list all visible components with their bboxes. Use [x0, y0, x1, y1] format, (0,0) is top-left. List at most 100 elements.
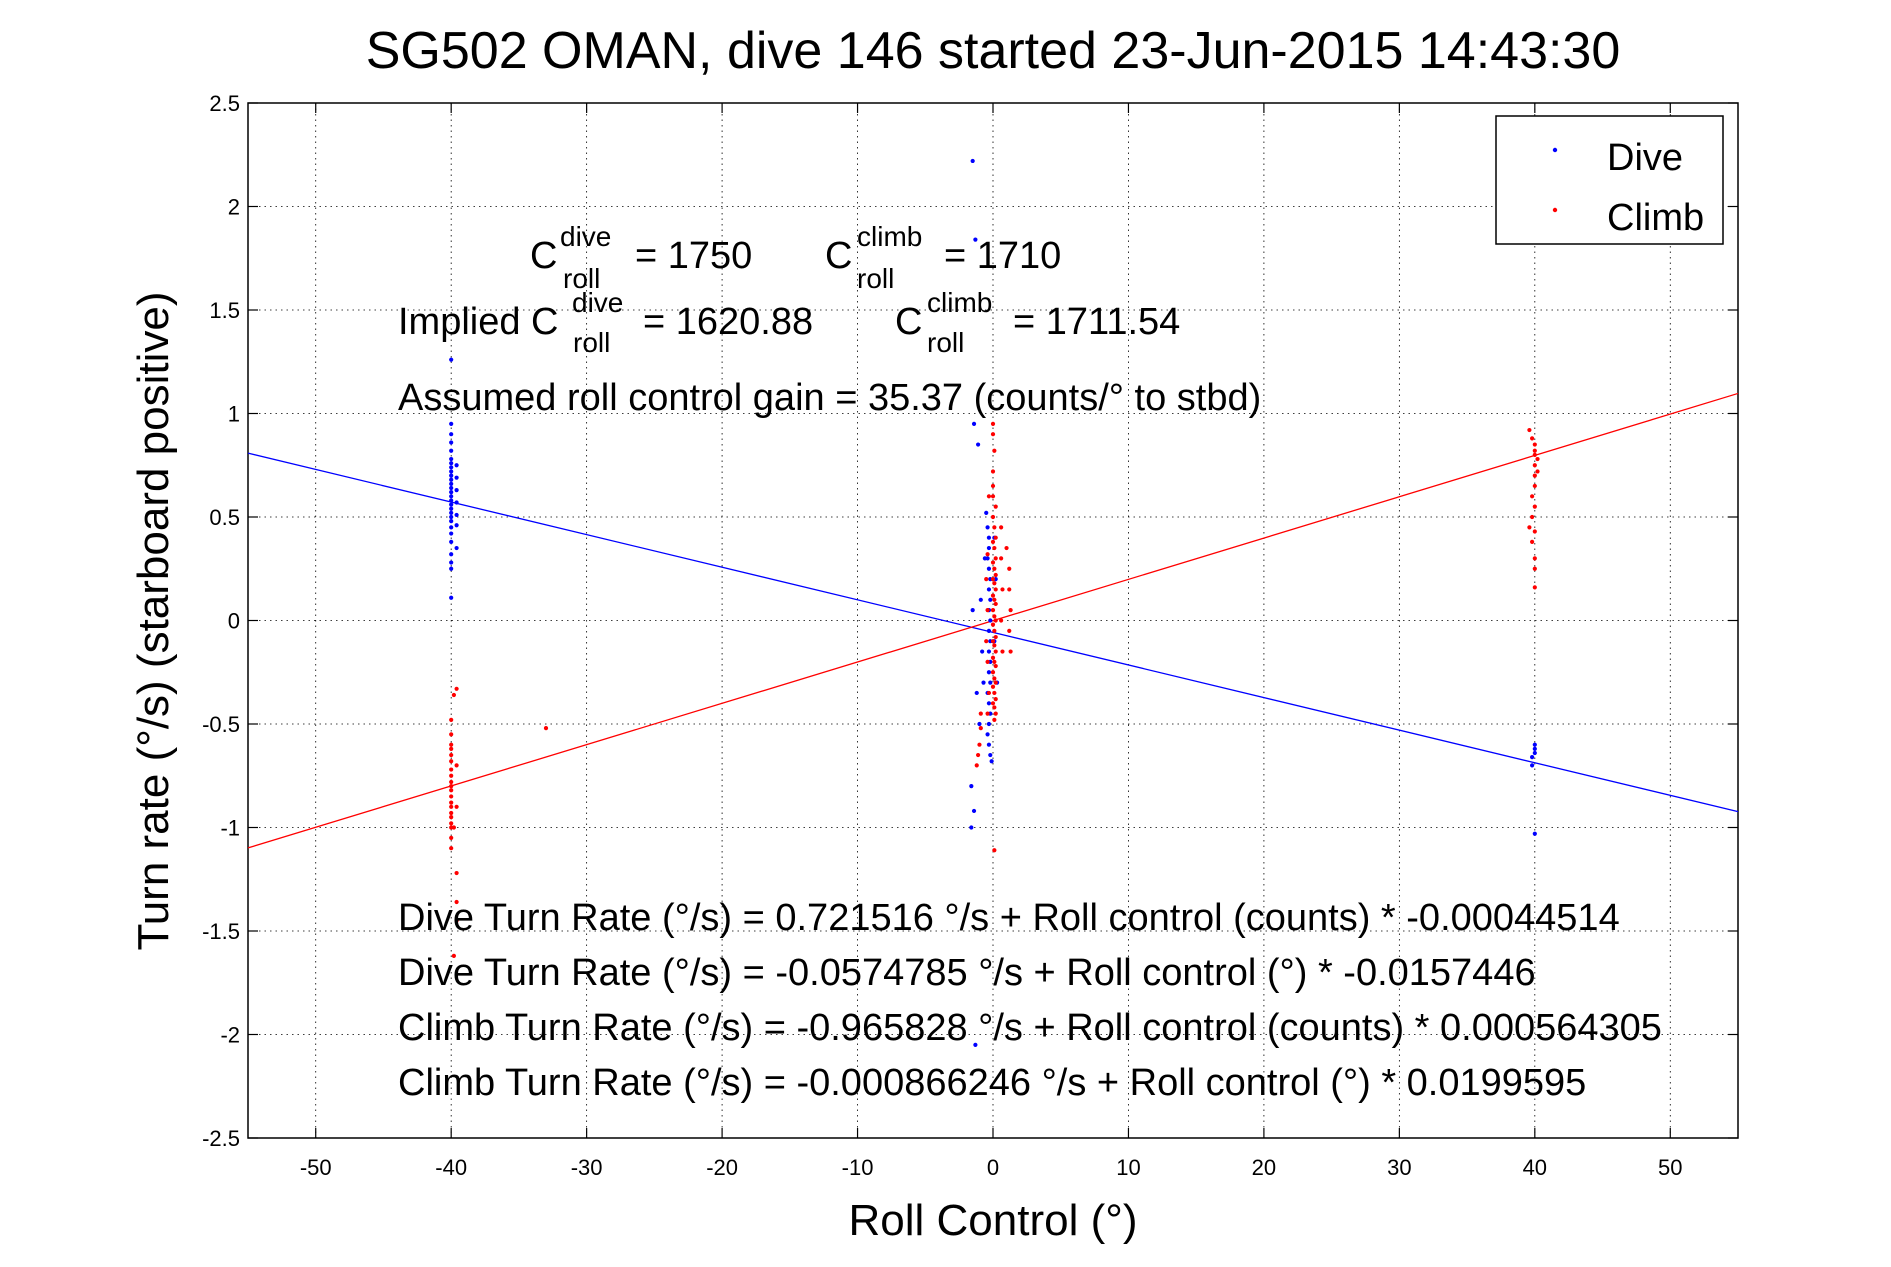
dive-point — [970, 158, 975, 164]
dive-point — [981, 680, 986, 685]
x-tick-label: -40 — [435, 1155, 467, 1180]
implied-dive-value: = 1620.88 — [643, 301, 813, 343]
x-tick-label: 10 — [1116, 1155, 1140, 1180]
dive-point — [449, 560, 454, 565]
dive-point — [986, 670, 992, 675]
climb-point — [1532, 448, 1537, 453]
climb-point — [976, 752, 981, 758]
y-tick-label: 2.5 — [209, 91, 240, 116]
climb-point — [984, 639, 989, 644]
climb-point — [1532, 529, 1537, 534]
dive-point — [988, 752, 993, 758]
climb-point — [993, 535, 998, 540]
climb-point — [449, 846, 454, 851]
legend-dive-marker — [1552, 147, 1558, 153]
x-tick-label: 50 — [1658, 1155, 1682, 1180]
y-tick-label: 1.5 — [209, 298, 240, 323]
c-roll-dive-annotation: C dive roll = 1750 — [530, 221, 752, 294]
climb-point — [1532, 473, 1537, 478]
implied-climb-annotation: C climb roll = 1711.54 — [895, 287, 1180, 358]
dive-point — [449, 473, 454, 478]
climb-point — [454, 870, 459, 876]
x-axis-title: Roll Control (°) — [849, 1196, 1138, 1245]
climb-point — [990, 593, 996, 598]
legend-box — [1495, 115, 1724, 245]
dive-point — [986, 566, 992, 571]
climb-point — [990, 514, 996, 520]
dive-point — [969, 784, 974, 789]
climb-point — [449, 810, 454, 816]
dive-point — [449, 502, 454, 507]
c-roll-climb-sub: roll — [857, 263, 894, 294]
x-tick-label: -10 — [842, 1155, 874, 1180]
dive-point — [454, 487, 459, 493]
x-tick-label: -20 — [706, 1155, 738, 1180]
climb-point — [992, 566, 997, 571]
climb-point — [451, 953, 456, 958]
dive-point — [1532, 746, 1537, 751]
dive-point — [969, 825, 974, 830]
climb-point — [449, 779, 454, 785]
climb-point — [543, 726, 549, 731]
dive-point — [449, 461, 454, 466]
climb-point — [999, 525, 1004, 530]
climb-point — [985, 552, 990, 557]
dive-point — [986, 701, 992, 706]
legend: Dive Climb — [1495, 115, 1724, 245]
x-tick-label: 20 — [1252, 1155, 1276, 1180]
dive-point — [449, 531, 454, 536]
y-tick-label: -1.5 — [202, 919, 240, 944]
climb-point — [1530, 494, 1535, 499]
dive-point — [454, 545, 459, 551]
climb-point — [449, 752, 454, 758]
dive-point — [1530, 763, 1535, 768]
dive-point — [976, 442, 981, 447]
dive-point — [454, 523, 459, 528]
climb-point — [1530, 514, 1535, 520]
climb-point — [454, 686, 459, 691]
climb-point — [1530, 539, 1535, 544]
climb-point — [992, 690, 997, 696]
dive-point — [449, 510, 454, 515]
dive-point — [984, 510, 989, 515]
climb-point — [992, 705, 997, 710]
dive-point — [973, 237, 978, 242]
c-roll-dive-value: = 1750 — [635, 235, 752, 277]
climb-point — [1532, 442, 1537, 447]
climb-point — [986, 494, 992, 499]
equation-climb-counts: Climb Turn Rate (°/s) = -0.965828 °/s + … — [398, 1007, 1662, 1049]
climb-point — [978, 711, 983, 716]
climb-point — [449, 784, 454, 789]
climb-point — [984, 577, 989, 582]
climb-point — [985, 711, 990, 716]
climb-point — [992, 676, 997, 681]
dive-point — [971, 808, 977, 814]
dive-point — [1532, 742, 1537, 747]
climb-point — [1007, 628, 1012, 633]
dive-point — [449, 552, 454, 557]
equation-climb-degrees: Climb Turn Rate (°/s) = -0.000866246 °/s… — [398, 1062, 1586, 1104]
implied-dive-sup: dive — [572, 287, 623, 318]
climb-point — [992, 643, 997, 648]
dive-point — [449, 481, 454, 486]
climb-point — [993, 556, 998, 561]
equation-dive-degrees: Dive Turn Rate (°/s) = -0.0574785 °/s + … — [398, 952, 1536, 994]
climb-point — [993, 680, 998, 685]
dive-point — [977, 721, 982, 727]
climb-point — [1532, 452, 1537, 457]
dive-point — [978, 597, 983, 602]
y-tick-label: 1 — [228, 402, 240, 427]
climb-point — [992, 581, 997, 586]
dive-point — [449, 525, 454, 530]
climb-point — [1000, 587, 1005, 592]
y-tick-label: -2 — [220, 1023, 240, 1048]
climb-point — [993, 634, 998, 640]
dive-point — [985, 732, 990, 737]
climb-point — [992, 659, 997, 665]
climb-point — [1527, 525, 1532, 530]
climb-point — [454, 918, 459, 923]
climb-point — [449, 746, 454, 751]
climb-point — [1532, 566, 1537, 571]
dive-point — [1532, 750, 1537, 756]
dive-point — [454, 475, 459, 480]
